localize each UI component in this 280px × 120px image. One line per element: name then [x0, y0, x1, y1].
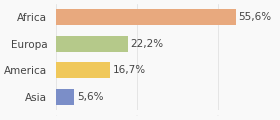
Bar: [56, 89, 74, 105]
Bar: [56, 9, 236, 25]
Text: 55,6%: 55,6%: [238, 12, 272, 22]
Text: 16,7%: 16,7%: [113, 65, 146, 75]
Text: 22,2%: 22,2%: [130, 39, 164, 49]
Text: 5,6%: 5,6%: [77, 92, 104, 102]
Bar: [56, 36, 128, 52]
Bar: [56, 62, 110, 78]
